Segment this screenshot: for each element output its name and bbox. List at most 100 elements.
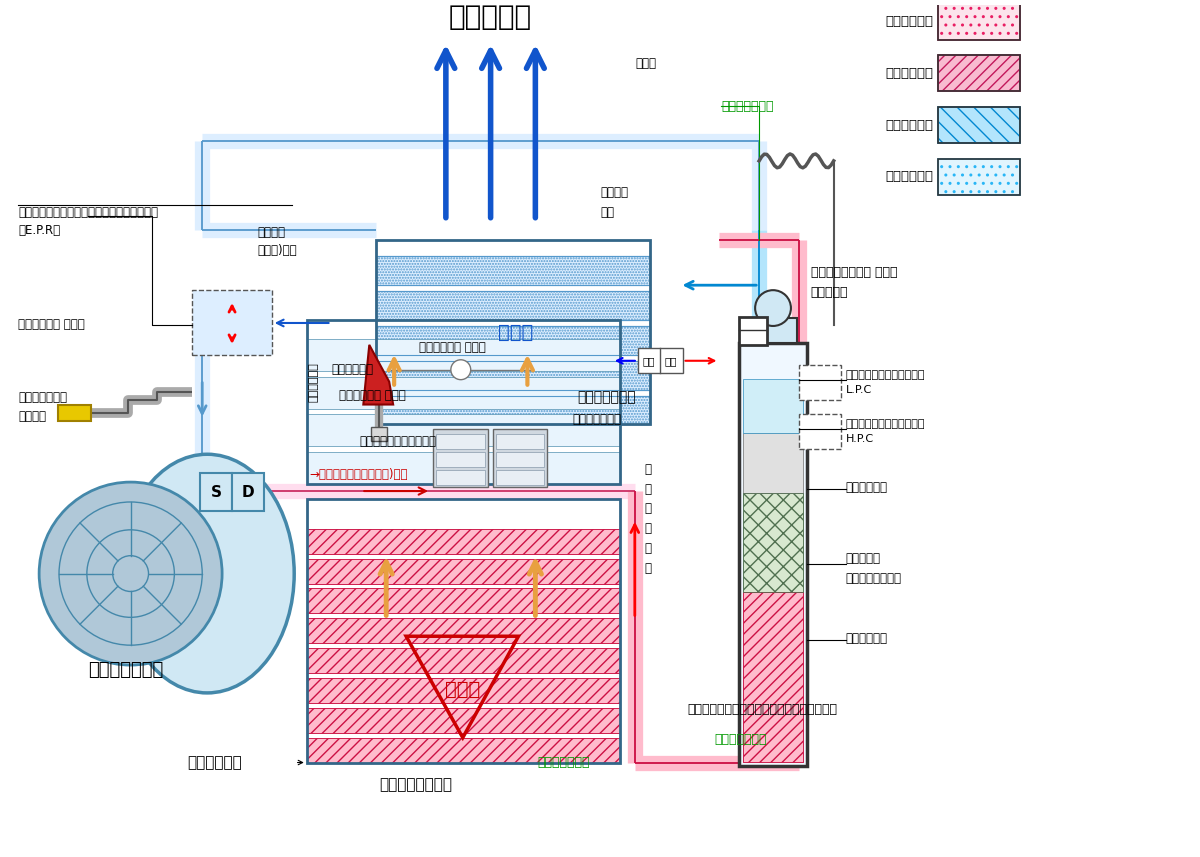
Bar (496, 470, 545, 485)
Bar (377, 291, 649, 320)
Text: 低圧クイック カプラ: 低圧クイック カプラ (18, 319, 85, 332)
Text: 高圧ガス冷媒: 高圧ガス冷媒 (886, 15, 934, 28)
Bar (377, 361, 649, 390)
Text: 圧: 圧 (644, 482, 652, 495)
Text: 低圧液体冷媒: 低圧液体冷媒 (886, 118, 934, 132)
Bar (377, 256, 649, 285)
Text: 冷媒が蒸発する: 冷媒が蒸発する (721, 99, 774, 112)
Bar (938, 107, 1020, 143)
Bar (307, 738, 620, 763)
Bar (739, 317, 767, 345)
Text: L.P.C: L.P.C (846, 385, 872, 394)
Text: クーラーファン: クーラーファン (572, 413, 622, 426)
Bar (307, 738, 620, 763)
Text: コンデンサー: コンデンサー (187, 755, 242, 770)
Bar (200, 473, 232, 511)
Text: 液冷媒を貯える: 液冷媒を貯える (714, 733, 767, 746)
Text: S: S (211, 484, 222, 500)
Text: モリキュラシーブ: モリキュラシーブ (846, 572, 901, 585)
Polygon shape (364, 345, 394, 405)
Bar (307, 377, 620, 409)
Bar (307, 589, 620, 614)
Text: エバポレータープレッシャーレギュレーター: エバポレータープレッシャーレギュレーター (18, 206, 158, 219)
Text: →　高圧高温ガス（気体)冷媒: → 高圧高温ガス（気体)冷媒 (310, 468, 408, 481)
Bar (307, 589, 620, 614)
Text: リキッドタンク　（レシーバードライヤー）: リキッドタンク （レシーバードライヤー） (688, 704, 838, 716)
Bar (307, 529, 620, 554)
Bar (749, 318, 797, 343)
Text: （膨張弁）: （膨張弁） (811, 285, 848, 298)
Bar (492, 429, 547, 487)
Bar (799, 415, 841, 449)
Text: ストレーナー: ストレーナー (846, 632, 888, 644)
Bar (938, 107, 1020, 143)
Text: サイトグラス: サイトグラス (846, 481, 888, 494)
Bar (433, 429, 487, 487)
Bar (743, 592, 803, 762)
Bar (436, 434, 485, 449)
Text: 吸　熱: 吸 熱 (498, 323, 533, 343)
Text: D: D (241, 484, 254, 500)
Bar (307, 678, 620, 703)
Text: ハイプレッシャースイッチ: ハイプレッシャースイッチ (846, 419, 925, 429)
Bar (307, 559, 620, 584)
Bar (232, 473, 264, 511)
Bar (496, 452, 545, 467)
Bar (739, 343, 806, 765)
Circle shape (451, 360, 470, 380)
Bar (377, 241, 649, 424)
Text: H.P.C: H.P.C (846, 434, 874, 444)
Bar (938, 3, 1020, 39)
Bar (307, 648, 620, 673)
Bar (307, 529, 620, 554)
Text: 体: 体 (644, 522, 652, 536)
Bar (436, 470, 485, 485)
Bar (799, 365, 841, 399)
Bar (377, 256, 649, 285)
Circle shape (755, 291, 791, 326)
Text: 放　熱: 放 熱 (445, 680, 480, 699)
Bar (938, 3, 1020, 39)
Bar (496, 434, 545, 449)
Text: 低圧ガス: 低圧ガス (257, 226, 284, 239)
Bar (307, 499, 620, 763)
Text: 車　内　側: 車 内 側 (449, 3, 532, 31)
Text: 冷媒: 冷媒 (600, 206, 614, 219)
Bar (307, 320, 620, 484)
Bar (377, 291, 649, 320)
Bar (377, 326, 649, 355)
Bar (743, 592, 803, 762)
Bar (371, 428, 388, 441)
Bar (377, 396, 649, 424)
Bar (307, 619, 620, 644)
Bar (436, 452, 485, 467)
Bar (743, 379, 803, 434)
Text: ラジエーター ファン: ラジエーター ファン (419, 341, 486, 354)
Bar (377, 361, 649, 390)
Bar (307, 559, 620, 584)
Bar (307, 339, 620, 371)
Text: Ⓛ低圧チャージ: Ⓛ低圧チャージ (18, 391, 67, 404)
Bar (377, 396, 649, 424)
Circle shape (40, 482, 222, 665)
Bar (938, 56, 1020, 92)
Text: ラジエーター: ラジエーター (308, 362, 319, 402)
Ellipse shape (120, 454, 294, 693)
Bar (938, 159, 1020, 195)
Text: コンプレッサー: コンプレッサー (88, 661, 163, 679)
Text: 低圧ガス冷媒: 低圧ガス冷媒 (886, 171, 934, 183)
Text: Ⓗ高圧チャージニップル: Ⓗ高圧チャージニップル (359, 434, 437, 448)
Polygon shape (58, 405, 91, 422)
Bar (307, 648, 620, 673)
Text: （気体)冷媒: （気体)冷媒 (257, 244, 296, 257)
Bar (377, 326, 649, 355)
Text: ニップル: ニップル (18, 410, 47, 423)
Text: 高圧: 高圧 (665, 356, 677, 366)
Bar (938, 56, 1020, 92)
Bar (743, 493, 803, 592)
Text: エキスパンション バルブ: エキスパンション バルブ (811, 266, 898, 279)
Text: 低圧: 低圧 (642, 356, 655, 366)
Text: ラジエーター: ラジエーター (331, 363, 373, 376)
Bar (743, 434, 803, 493)
Text: 高: 高 (644, 463, 652, 476)
